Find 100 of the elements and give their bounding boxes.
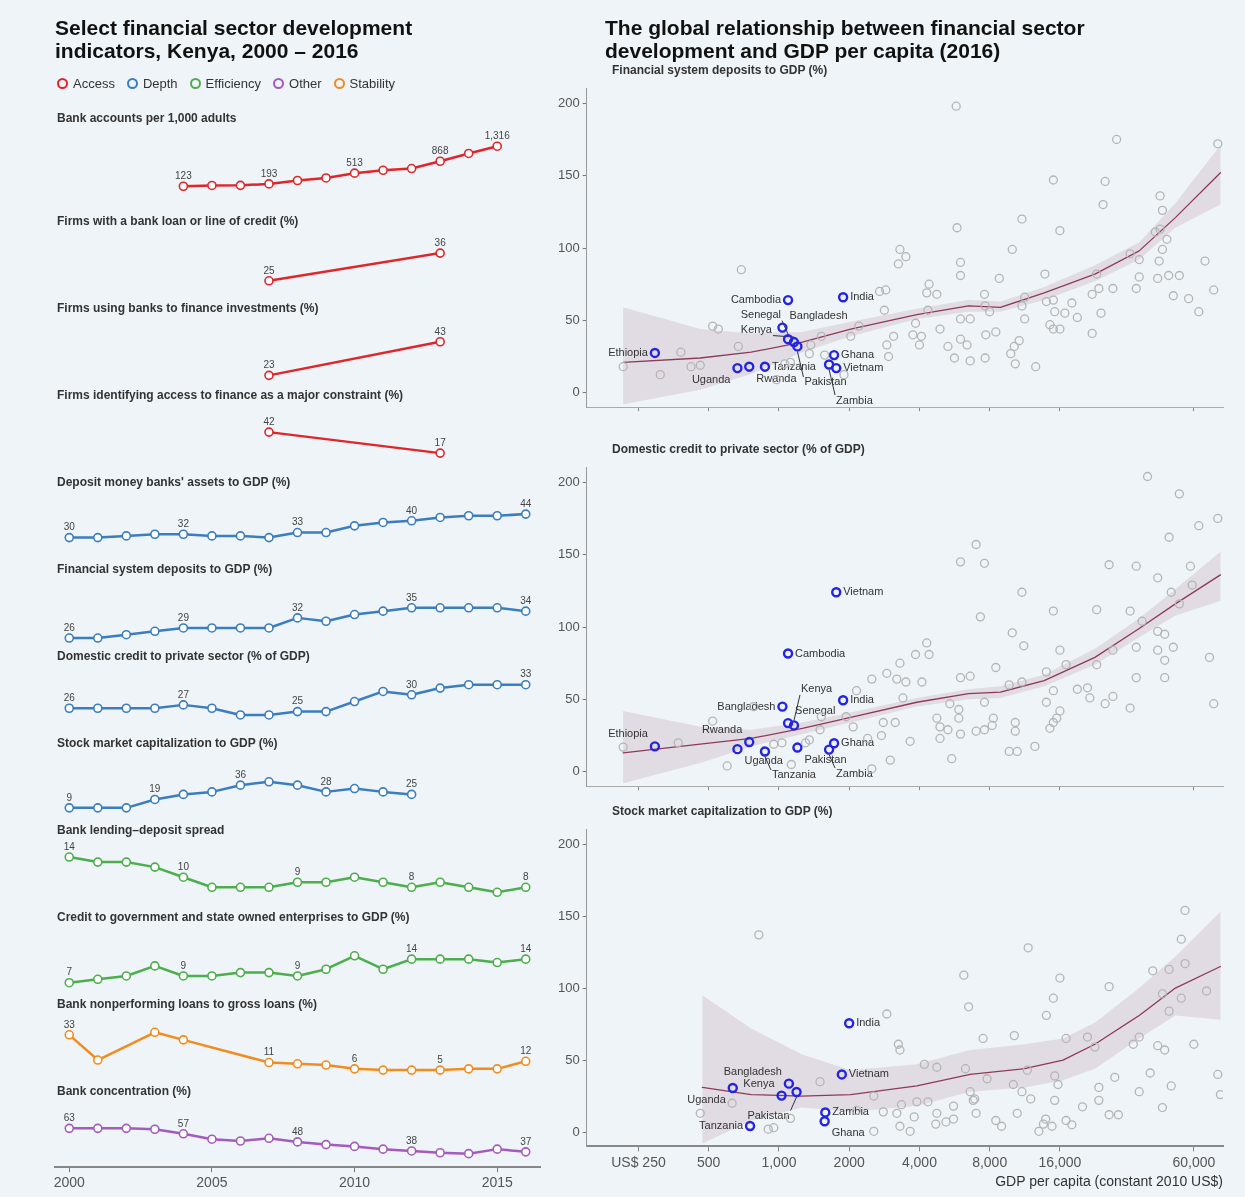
chart-subtitle: Domestic credit to private sector (% of GDP): [56, 648, 311, 664]
annotation: Senegal: [795, 704, 836, 717]
point: [349, 168, 360, 178]
point: [463, 510, 474, 521]
point: [150, 862, 160, 872]
data-label: 63: [63, 1112, 76, 1124]
point: [349, 872, 360, 882]
point: [520, 509, 531, 519]
point: [178, 181, 189, 192]
data-label: 8: [522, 871, 529, 883]
data-label: 23: [263, 359, 275, 371]
data-label: 9: [66, 791, 73, 803]
chart-subtitle: Deposit money banks' assets to GDP (%): [57, 475, 291, 489]
point: [463, 1148, 474, 1159]
point: [292, 706, 303, 717]
point: [235, 180, 246, 191]
data-label: 10: [177, 860, 190, 872]
point: [178, 1035, 189, 1045]
text: Other: [289, 76, 322, 91]
chart-title: Select financial sector development indicators, Kenya, 2000 – 2016: [54, 16, 414, 62]
y-tick-label: 150: [557, 907, 580, 923]
annotation: Ethiopia: [608, 345, 649, 358]
point: [321, 173, 331, 183]
chart-subtitle: Bank lending–deposit spread: [57, 823, 225, 837]
y-tick-label: 50: [565, 311, 580, 327]
x-tick-label: 2010: [338, 1174, 371, 1191]
y-tick-label: 200: [557, 473, 580, 489]
data-label: 26: [63, 621, 76, 633]
point: [492, 141, 503, 151]
point: [64, 703, 75, 714]
x-tick-label: 8,000: [972, 1153, 1008, 1170]
point: [435, 603, 445, 613]
chart-subtitle: Stock market capitalization to GDP (%): [611, 803, 834, 819]
data-label: 32: [177, 517, 190, 529]
point: [349, 1141, 360, 1152]
point: [435, 683, 445, 693]
point: [406, 163, 417, 174]
point: [378, 964, 388, 975]
y-tick-label: 100: [557, 979, 580, 995]
annotation: Ghana: [841, 348, 875, 361]
point: [121, 971, 132, 981]
point: [207, 882, 217, 893]
point: [150, 703, 160, 714]
annotation: Zambia: [832, 1105, 870, 1118]
point: [378, 606, 388, 616]
point: [235, 1136, 246, 1146]
point: [378, 1144, 388, 1154]
point: [378, 517, 388, 528]
point: [121, 531, 132, 541]
point: [435, 512, 445, 523]
data-label: 17: [434, 436, 447, 448]
point: [406, 789, 417, 800]
point: [378, 877, 388, 888]
point: [150, 794, 160, 805]
point: [235, 623, 246, 633]
annotation: Kenya: [800, 682, 834, 695]
point: [64, 1030, 75, 1040]
chart-subtitle: Domestic credit to private sector (% of GDP): [611, 441, 866, 457]
point: [64, 852, 75, 862]
data-label: 48: [291, 1125, 304, 1137]
point: [64, 1123, 75, 1134]
point: [264, 882, 274, 893]
point: [207, 623, 217, 633]
data-label: 38: [406, 1134, 418, 1146]
point: [406, 1065, 417, 1075]
chart-subtitle: Bank nonperforming loans to gross loans (%): [56, 996, 319, 1012]
data-label: 30: [406, 678, 418, 690]
x-tick-label: 60,000: [1172, 1153, 1216, 1170]
point: [492, 603, 503, 613]
point: [64, 977, 75, 988]
annotation: Ghana: [841, 736, 875, 749]
point: [92, 532, 103, 543]
point: [435, 156, 445, 167]
annotation: Tanzania: [699, 1119, 744, 1131]
point: [463, 1064, 474, 1074]
point: [292, 613, 303, 623]
point: [264, 179, 274, 189]
y-tick-label: 200: [557, 835, 580, 851]
annotation: Tanzania: [771, 359, 817, 372]
y-tick-label: 50: [565, 690, 580, 706]
data-label: 34: [520, 594, 532, 606]
point: [292, 971, 303, 981]
chart-subtitle: Bank concentration (%): [56, 1083, 192, 1099]
x-tick-label: US$ 250: [611, 1153, 666, 1170]
y-tick-label: 100: [557, 239, 580, 255]
text: Stability: [349, 76, 396, 91]
point: [463, 603, 474, 613]
data-label: 868: [431, 144, 449, 156]
annotation: Zambia: [836, 766, 874, 779]
point: [520, 954, 531, 964]
annotation: India: [850, 693, 875, 706]
point: [264, 710, 274, 720]
y-tick-label: 0: [572, 1123, 580, 1139]
data-label: 14: [520, 942, 532, 954]
annotation: Vietnam: [848, 1067, 889, 1080]
x-tick-label: 2005: [196, 1174, 228, 1191]
chart-subtitle: Financial system deposits to GDP (%): [56, 561, 274, 577]
annotation: Tanzania: [771, 768, 817, 781]
point: [150, 1027, 160, 1038]
data-label: 30: [63, 521, 76, 533]
